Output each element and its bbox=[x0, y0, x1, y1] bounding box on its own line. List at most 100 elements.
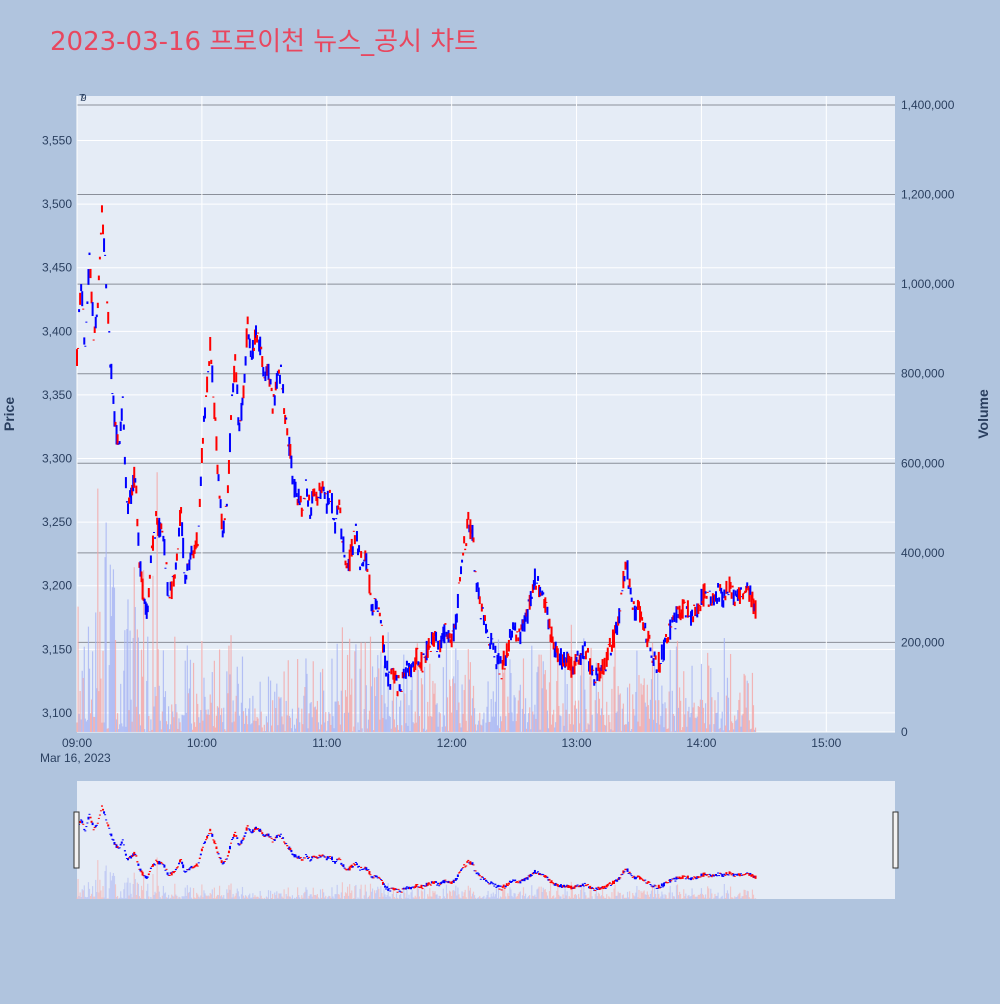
range-slider-bar bbox=[339, 895, 340, 899]
range-slider-bar bbox=[137, 883, 138, 899]
price-candle bbox=[648, 635, 650, 639]
volume-bar bbox=[678, 708, 679, 732]
volume-bar bbox=[713, 724, 714, 732]
volume-bar bbox=[310, 703, 311, 732]
range-slider-bar bbox=[129, 883, 130, 899]
volume-bar bbox=[723, 730, 724, 732]
volume-bar bbox=[650, 700, 651, 732]
range-slider-bar bbox=[545, 889, 546, 899]
volume-bar bbox=[735, 721, 736, 732]
volume-bar bbox=[284, 671, 285, 732]
range-slider-bar bbox=[146, 891, 147, 899]
range-slider-candle bbox=[457, 874, 459, 876]
volume-bar bbox=[643, 685, 644, 732]
volume-bar bbox=[109, 665, 110, 732]
price-candle bbox=[693, 605, 695, 606]
range-slider-bar bbox=[446, 885, 447, 899]
volume-bar bbox=[281, 716, 282, 732]
volume-bar bbox=[421, 678, 422, 732]
volume-bar bbox=[296, 719, 297, 732]
range-slider-bar bbox=[646, 895, 647, 899]
price-candle bbox=[274, 395, 276, 405]
range-slider-bar bbox=[600, 896, 601, 899]
volume-bar bbox=[268, 677, 269, 732]
price-candle bbox=[310, 507, 312, 515]
volume-bar bbox=[352, 731, 353, 732]
volume-bar bbox=[603, 715, 604, 732]
range-slider-candle bbox=[511, 881, 513, 882]
volume-bar bbox=[282, 724, 283, 732]
range-slider-bar bbox=[228, 885, 229, 899]
range-slider-candle bbox=[349, 867, 351, 871]
price-candle bbox=[437, 641, 439, 650]
range-slider-bar bbox=[662, 894, 663, 899]
price-candle bbox=[460, 566, 462, 574]
range-slider-bar bbox=[557, 887, 558, 899]
volume-bar bbox=[513, 695, 514, 732]
range-slider-bar bbox=[215, 898, 216, 899]
range-slider-bar bbox=[479, 896, 480, 899]
price-candle bbox=[699, 606, 701, 611]
range-slider-bar bbox=[649, 897, 650, 899]
range-slider-candle bbox=[734, 876, 736, 877]
volume-bar bbox=[410, 690, 411, 732]
volume-bar bbox=[594, 731, 595, 732]
volume-bar bbox=[399, 707, 400, 732]
price-candle bbox=[235, 372, 237, 382]
range-slider-bar bbox=[704, 898, 705, 899]
volume-bar bbox=[711, 697, 712, 732]
range-slider-candle bbox=[337, 859, 339, 860]
volume-bar bbox=[454, 683, 455, 732]
volume-bar bbox=[168, 706, 169, 732]
range-slider-candle bbox=[150, 868, 152, 869]
volume-tick-label: 1,000,000 bbox=[901, 277, 955, 291]
range-slider-candle bbox=[148, 873, 150, 875]
volume-bar bbox=[460, 727, 461, 732]
volume-bar bbox=[621, 731, 622, 732]
volume-bar bbox=[233, 700, 234, 732]
range-slider-candle bbox=[616, 880, 618, 882]
price-candle bbox=[97, 303, 99, 308]
volume-tick-label: 200,000 bbox=[901, 635, 945, 649]
range-slider-bar bbox=[752, 890, 753, 899]
range-slider-left-handle[interactable] bbox=[74, 812, 79, 868]
range-slider-right-handle[interactable] bbox=[893, 812, 898, 868]
volume-bar bbox=[324, 723, 325, 732]
volume-bar bbox=[702, 700, 703, 732]
range-slider-candle bbox=[420, 885, 422, 888]
volume-bar bbox=[405, 723, 406, 732]
volume-bar bbox=[715, 713, 716, 732]
price-candle bbox=[108, 331, 110, 332]
range-slider-bar bbox=[313, 888, 314, 899]
price-candle bbox=[444, 623, 446, 625]
price-candle bbox=[352, 546, 354, 555]
range-slider-candle bbox=[609, 882, 611, 884]
range-slider-bar bbox=[366, 892, 367, 899]
range-slider-candle bbox=[397, 892, 399, 893]
range-slider-bar bbox=[745, 890, 746, 899]
range-slider-bar bbox=[753, 895, 754, 899]
range-slider-bar bbox=[454, 891, 455, 899]
price-candle bbox=[354, 535, 356, 544]
volume-bar bbox=[753, 705, 754, 732]
price-candle bbox=[121, 408, 123, 420]
volume-bar bbox=[215, 728, 216, 732]
range-slider-bar bbox=[558, 895, 559, 899]
range-slider-candle bbox=[199, 858, 201, 859]
range-slider-candle bbox=[383, 883, 385, 884]
volume-bar bbox=[551, 725, 552, 732]
range-slider-bar bbox=[255, 897, 256, 899]
range-slider-bar bbox=[702, 894, 703, 899]
volume-bar bbox=[118, 729, 119, 732]
range-slider-bar bbox=[720, 898, 721, 899]
range-slider-bar bbox=[251, 898, 252, 899]
range-slider-bar bbox=[229, 890, 230, 899]
price-candle bbox=[209, 337, 211, 351]
range-slider-bar bbox=[536, 889, 537, 899]
range-slider-bar bbox=[465, 890, 466, 899]
volume-bar bbox=[604, 725, 605, 732]
range-slider-bar bbox=[487, 891, 488, 899]
range-slider-bar bbox=[413, 897, 414, 899]
range-slider-bar bbox=[289, 896, 290, 899]
volume-bar bbox=[138, 638, 139, 732]
